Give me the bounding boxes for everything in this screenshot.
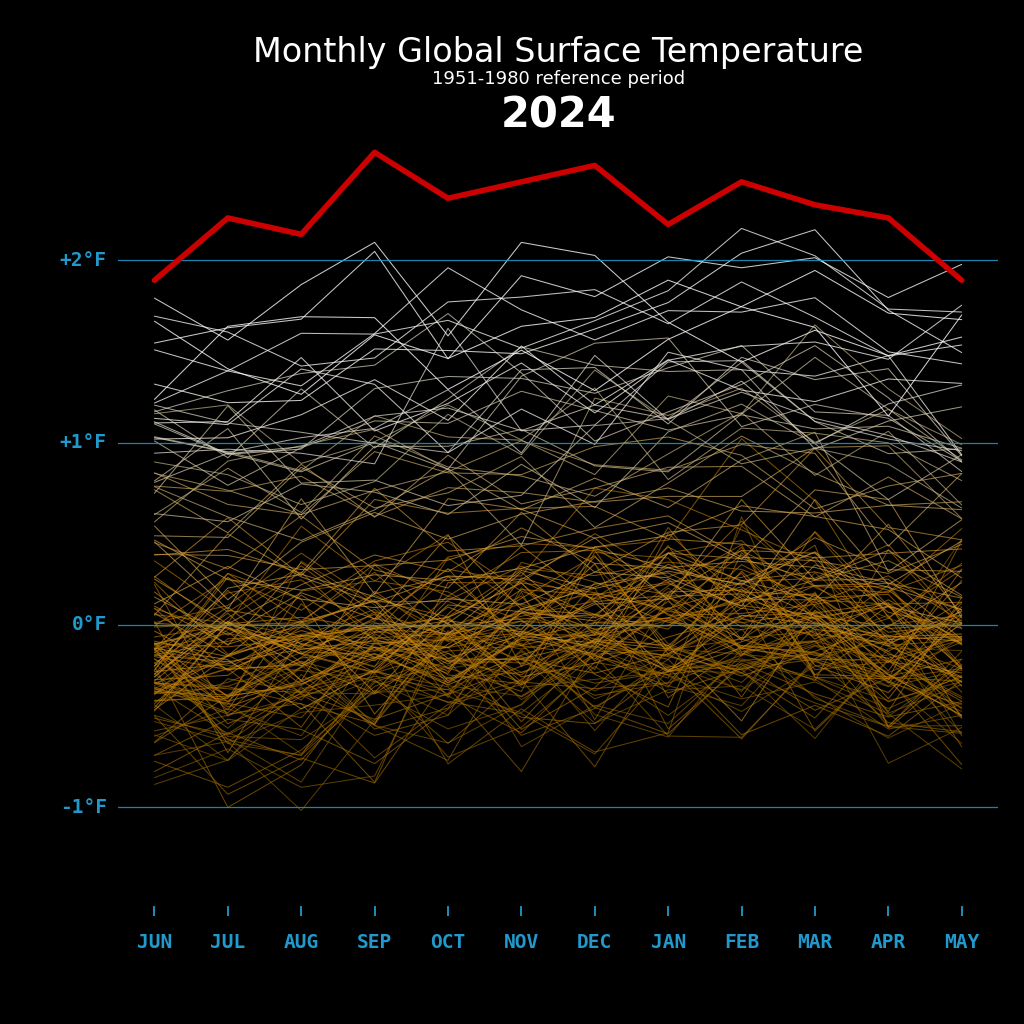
- Text: AUG: AUG: [284, 933, 318, 952]
- Text: FEB: FEB: [724, 933, 759, 952]
- Text: SEP: SEP: [357, 933, 392, 952]
- Text: JUL: JUL: [210, 933, 246, 952]
- Text: DEC: DEC: [578, 933, 612, 952]
- Text: NOV: NOV: [504, 933, 539, 952]
- Text: OCT: OCT: [430, 933, 466, 952]
- Text: JAN: JAN: [650, 933, 686, 952]
- Text: MAR: MAR: [798, 933, 833, 952]
- Text: -1°F: -1°F: [59, 798, 106, 816]
- Text: +2°F: +2°F: [59, 251, 106, 269]
- Text: Monthly Global Surface Temperature: Monthly Global Surface Temperature: [253, 36, 863, 69]
- Text: 0°F: 0°F: [72, 615, 106, 634]
- Text: MAY: MAY: [944, 933, 979, 952]
- Text: +1°F: +1°F: [59, 433, 106, 452]
- Text: JUN: JUN: [137, 933, 172, 952]
- Text: 2024: 2024: [501, 94, 615, 136]
- Text: 1951-1980 reference period: 1951-1980 reference period: [431, 70, 685, 88]
- Text: APR: APR: [870, 933, 906, 952]
